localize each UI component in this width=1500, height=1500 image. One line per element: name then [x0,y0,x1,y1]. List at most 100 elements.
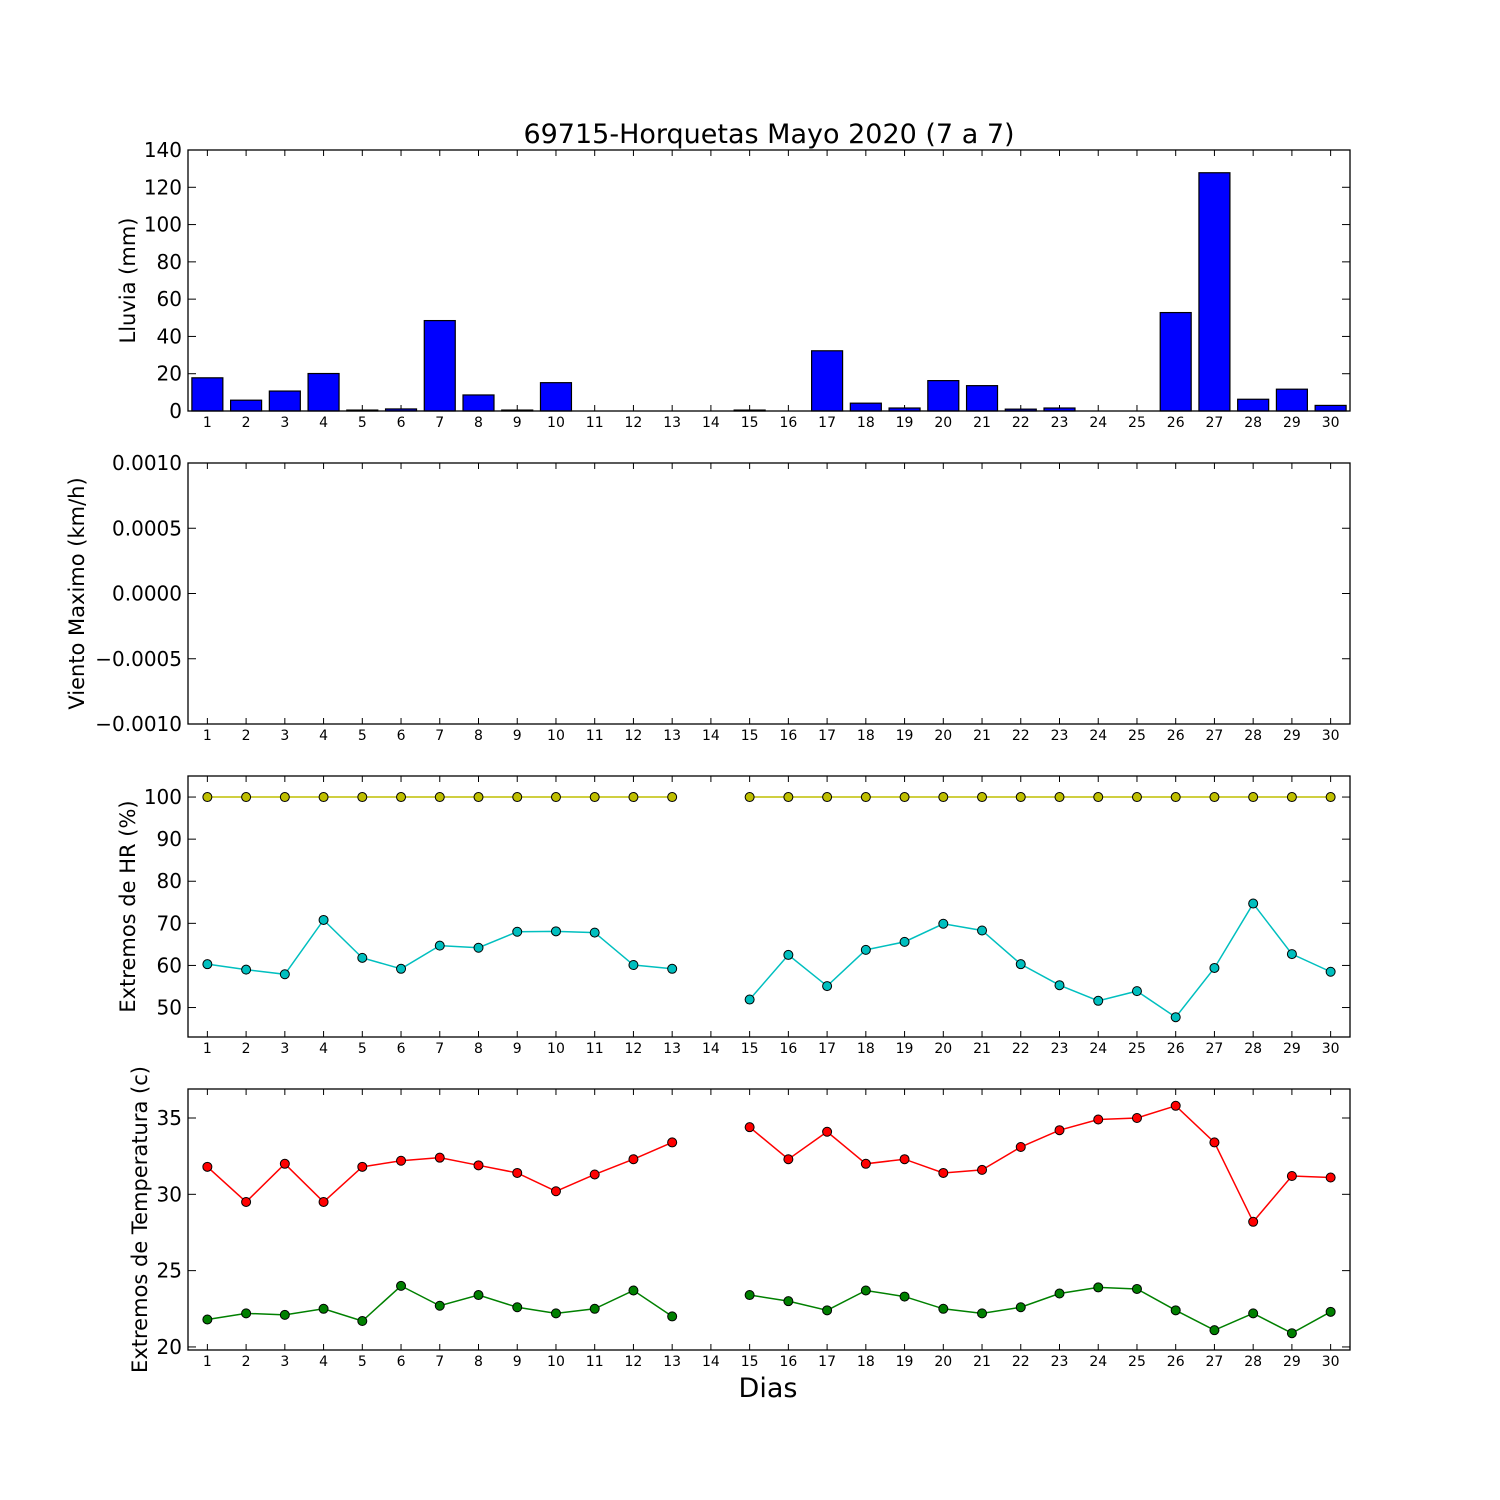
rain-xtick-label: 16 [779,415,797,431]
humidity-series-2-point-day-24 [1093,995,1104,1006]
rain-xtick-label: 5 [358,415,367,431]
temperature-series-2-line [749,1286,1331,1335]
temperature-series-2-point-day-27 [1209,1325,1220,1336]
x-axis-label: Dias [739,1373,798,1404]
temperature-series-2-point-day-7 [434,1300,445,1311]
temperature-xtick-label: 29 [1283,1354,1301,1370]
temperature-xtick-label: 2 [242,1354,251,1370]
temperature-series-2-point-day-13 [667,1311,678,1322]
temperature-xtick-label: 23 [1051,1354,1069,1370]
temperature-series-2-point-day-1 [202,1314,213,1325]
rain-bar-day-30 [1314,404,1347,412]
temperature-series-1-point-day-4 [318,1196,329,1207]
temperature-series-2-point-day-22 [1015,1302,1026,1313]
temperature-series-2-point-day-15 [744,1290,755,1301]
humidity-xtick-label: 27 [1206,1041,1224,1057]
humidity-series-2-point-day-6 [396,963,407,974]
humidity-series-2-point-day-10 [550,926,561,937]
temperature-xtick-label: 3 [280,1354,289,1370]
temperature-xtick-label: 10 [547,1354,565,1370]
humidity-series-1-point-day-23 [1054,792,1065,803]
wind-xtick-label: 5 [358,728,367,744]
temperature-xtick-label: 6 [397,1354,406,1370]
humidity-xtick-label: 17 [818,1041,836,1057]
wind-xtick-label: 25 [1128,728,1146,744]
humidity-xtick-label: 16 [779,1041,797,1057]
humidity-xtick-label: 21 [973,1041,991,1057]
temperature-series-1-point-day-10 [550,1186,561,1197]
humidity-xtick-label: 30 [1322,1041,1340,1057]
rain-bar-day-10 [539,382,573,412]
rain-xtick-label: 7 [435,415,444,431]
rain-xtick-label: 1 [203,415,212,431]
rain-bar-day-4 [307,372,340,412]
temperature-series-2-point-day-20 [938,1303,949,1314]
humidity-series-2-point-day-1 [202,959,213,970]
wind-xtick-label: 28 [1244,728,1262,744]
rain-xtick-label: 2 [242,415,251,431]
rain-ytick-label: 120 [144,175,182,199]
wind-xtick-label: 23 [1051,728,1069,744]
rain-bar-day-27 [1198,172,1231,412]
temperature-series-2-point-day-12 [628,1285,639,1296]
rain-xtick-label: 3 [280,415,289,431]
rain-xtick-label: 19 [896,415,914,431]
humidity-xtick-label: 1 [203,1041,212,1057]
rain-axes-frame [187,149,1351,412]
temperature-series-1-point-day-15 [744,1122,755,1133]
humidity-series-1-point-day-16 [783,792,794,803]
wind-xtick-label: 16 [779,728,797,744]
humidity-series-2-point-day-23 [1054,980,1065,991]
temperature-series-1-point-day-13 [667,1137,678,1148]
rain-xtick-label: 13 [663,415,681,431]
temperature-series-2-point-day-17 [822,1305,833,1316]
humidity-plot-area [188,776,1350,1037]
temperature-series-1-point-day-29 [1286,1171,1297,1181]
temperature-series-1-point-day-25 [1131,1113,1142,1123]
humidity-series-2-point-day-30 [1325,966,1336,977]
wind-xtick-label: 6 [397,728,406,744]
temperature-series-2-point-day-19 [899,1291,910,1302]
temperature-xtick-label: 21 [973,1354,991,1370]
rain-xtick-label: 11 [586,415,604,431]
temperature-series-1-point-day-2 [241,1196,252,1207]
figure-title: 69715-Horquetas Mayo 2020 (7 a 7) [523,119,1014,150]
rain-xtick-label: 30 [1322,415,1340,431]
humidity-series-1-point-day-19 [899,792,910,803]
temperature-series-1-point-day-8 [473,1160,484,1171]
humidity-xtick-label: 2 [242,1041,251,1057]
humidity-series-1-point-day-21 [977,792,988,803]
rain-xtick-label: 29 [1283,415,1301,431]
temperature-series-1-point-day-24 [1093,1114,1104,1125]
rain-bar-day-20 [927,380,960,412]
humidity-ytick-label: 70 [157,911,182,935]
temperature-series-2-point-day-30 [1325,1306,1336,1317]
rain-bar-day-7 [423,319,456,412]
rain-xtick-label: 9 [513,415,522,431]
humidity-series-2-point-day-18 [860,944,871,955]
humidity-series-1-point-day-27 [1209,792,1220,803]
wind-xtick-label: 29 [1283,728,1301,744]
humidity-series-1-point-day-1 [202,792,213,803]
temperature-xtick-label: 5 [358,1354,367,1370]
humidity-series-2-point-day-27 [1209,962,1220,973]
wind-xtick-label: 2 [242,728,251,744]
temperature-xtick-label: 28 [1244,1354,1262,1370]
humidity-series-2-point-day-11 [589,927,600,938]
temperature-series-2-point-day-5 [357,1316,368,1326]
humidity-series-1-point-day-30 [1325,792,1336,803]
humidity-series-2-point-day-12 [628,960,639,971]
rain-bar-day-29 [1275,388,1308,412]
humidity-series-2-point-day-13 [667,963,678,974]
humidity-series-2-point-day-26 [1170,1012,1181,1023]
humidity-xtick-label: 6 [397,1041,406,1057]
wind-plot-area [188,463,1350,724]
humidity-ytick-label: 100 [144,785,182,809]
wind-xtick-label: 13 [663,728,681,744]
rain-xtick-label: 25 [1128,415,1146,431]
temperature-series-2-point-day-3 [279,1309,290,1320]
